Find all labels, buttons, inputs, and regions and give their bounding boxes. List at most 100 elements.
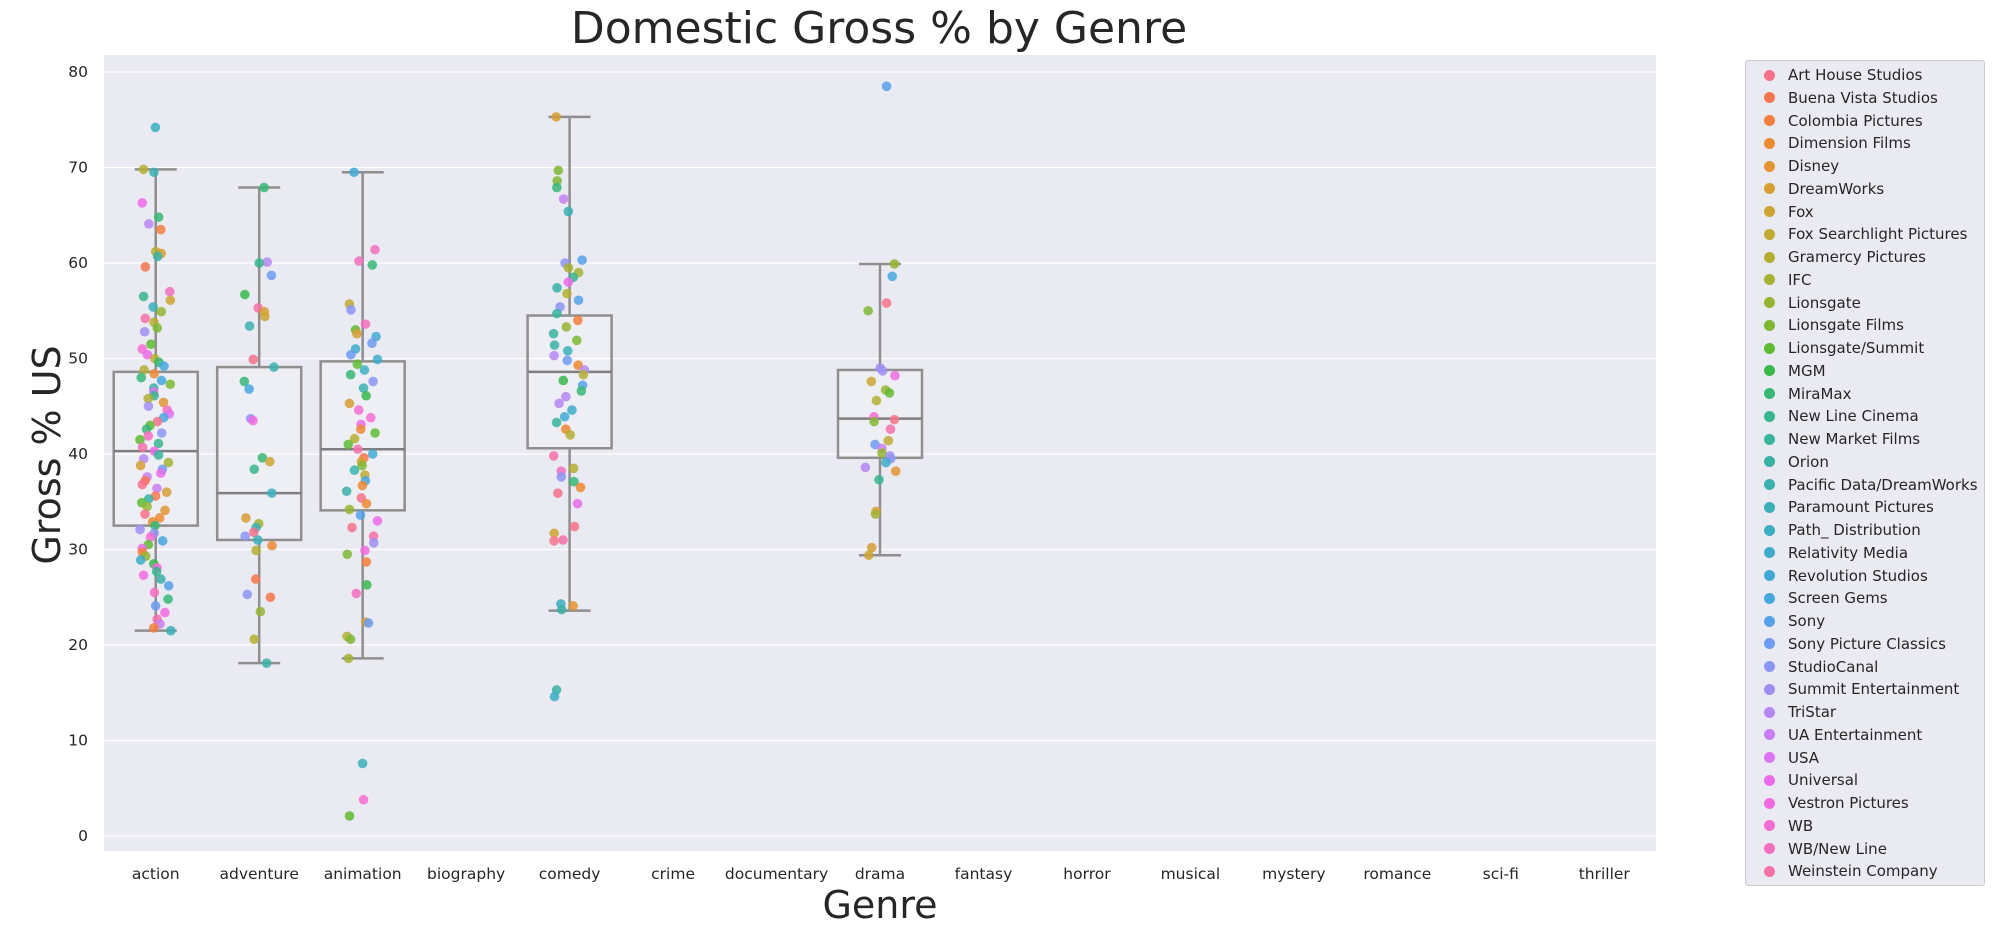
x-tick-label: animation bbox=[324, 865, 402, 883]
legend-item: Art House Studios bbox=[1746, 65, 1922, 85]
legend-label: Fox Searchlight Pictures bbox=[1788, 225, 1968, 244]
legend-item: Buena Vista Studios bbox=[1746, 88, 1938, 108]
data-point bbox=[370, 244, 380, 255]
legend-item: Universal bbox=[1746, 770, 1858, 790]
legend-label: USA bbox=[1788, 748, 1820, 767]
data-point bbox=[345, 634, 356, 645]
data-point bbox=[567, 405, 577, 415]
data-point bbox=[367, 338, 377, 349]
data-point bbox=[250, 574, 261, 584]
legend-marker bbox=[1764, 820, 1775, 832]
x-tick-label: drama bbox=[855, 865, 905, 883]
data-point bbox=[552, 182, 562, 193]
legend-marker bbox=[1764, 797, 1775, 809]
data-point bbox=[137, 479, 148, 490]
legend-marker bbox=[1764, 251, 1775, 263]
data-point bbox=[252, 535, 263, 545]
data-point bbox=[869, 416, 879, 427]
legend-marker bbox=[1764, 615, 1775, 627]
data-point bbox=[240, 531, 250, 541]
data-point bbox=[135, 434, 145, 445]
legend-item: Fox Searchlight Pictures bbox=[1746, 224, 1967, 244]
data-point bbox=[149, 623, 159, 633]
y-tick-label: 10 bbox=[68, 732, 88, 750]
legend-label: Disney bbox=[1788, 157, 1840, 175]
legend-label: UA Entertainment bbox=[1788, 725, 1923, 744]
data-point bbox=[140, 509, 150, 519]
y-tick-label: 0 bbox=[78, 827, 88, 845]
legend-item: Relativity Media bbox=[1746, 543, 1908, 563]
data-point bbox=[372, 354, 383, 365]
legend-marker bbox=[1764, 319, 1775, 331]
data-point bbox=[352, 328, 362, 339]
legend-item: Orion bbox=[1746, 452, 1829, 472]
legend-item: Screen Gems bbox=[1746, 588, 1888, 608]
data-point bbox=[361, 557, 372, 567]
data-point bbox=[261, 658, 272, 668]
legend-label: Universal bbox=[1788, 771, 1859, 790]
legend-item: Dimension Films bbox=[1746, 133, 1911, 153]
x-tick-label: comedy bbox=[539, 865, 601, 883]
data-point bbox=[153, 450, 164, 460]
legend-item: Paramount Pictures bbox=[1746, 497, 1934, 517]
data-point bbox=[357, 460, 367, 471]
data-point bbox=[863, 550, 874, 561]
legend-marker bbox=[1764, 388, 1775, 399]
data-point bbox=[549, 350, 559, 361]
legend: Art House Studios Buena Vista Studios Colo… bbox=[1745, 60, 1985, 886]
legend-marker bbox=[1764, 524, 1775, 536]
data-point bbox=[150, 601, 161, 611]
data-point bbox=[249, 634, 260, 645]
legend-label: Colombia Pictures bbox=[1788, 111, 1923, 130]
data-point bbox=[885, 424, 896, 434]
data-point bbox=[344, 811, 355, 821]
data-point bbox=[153, 212, 164, 222]
legend-item: Sony bbox=[1746, 611, 1825, 631]
data-point bbox=[863, 305, 873, 316]
data-point bbox=[357, 480, 368, 491]
data-point bbox=[149, 368, 159, 379]
data-point bbox=[249, 464, 260, 475]
data-point bbox=[251, 545, 261, 556]
data-point bbox=[242, 589, 253, 600]
data-point bbox=[889, 414, 900, 425]
legend-item: DreamWorks bbox=[1746, 179, 1884, 199]
data-point bbox=[163, 457, 174, 468]
legend-marker bbox=[1764, 160, 1775, 172]
legend-item: Fox bbox=[1746, 202, 1814, 222]
legend-marker bbox=[1764, 479, 1775, 490]
y-tick-labels: 0 10 20 30 40 50 60 70 80 bbox=[68, 63, 88, 845]
data-point bbox=[874, 474, 884, 485]
data-point bbox=[365, 412, 376, 423]
data-point bbox=[347, 522, 357, 533]
data-point bbox=[143, 393, 153, 404]
data-point bbox=[368, 531, 379, 541]
data-point bbox=[553, 165, 564, 176]
box-adventure bbox=[215, 186, 303, 665]
data-point bbox=[563, 277, 574, 287]
data-point bbox=[369, 538, 379, 548]
data-point bbox=[573, 295, 584, 306]
data-point bbox=[244, 384, 254, 394]
box-drama bbox=[836, 262, 924, 557]
data-point bbox=[260, 311, 270, 322]
data-point bbox=[884, 388, 895, 398]
data-point bbox=[146, 339, 156, 349]
legend-label: Weinstein Company bbox=[1788, 862, 1938, 881]
box-body bbox=[215, 365, 303, 542]
x-tick-label: musical bbox=[1161, 865, 1221, 883]
data-point bbox=[149, 167, 159, 178]
data-point bbox=[355, 510, 366, 520]
data-point bbox=[565, 430, 576, 440]
data-point bbox=[161, 487, 172, 498]
data-point bbox=[346, 349, 356, 360]
x-tick-label: action bbox=[132, 865, 180, 883]
data-point bbox=[152, 323, 163, 333]
data-point bbox=[143, 431, 154, 441]
y-tick-label: 20 bbox=[68, 636, 88, 654]
data-point bbox=[344, 504, 355, 515]
data-point bbox=[362, 580, 372, 590]
data-point bbox=[352, 359, 363, 370]
data-point bbox=[255, 606, 266, 617]
data-point bbox=[244, 321, 255, 331]
